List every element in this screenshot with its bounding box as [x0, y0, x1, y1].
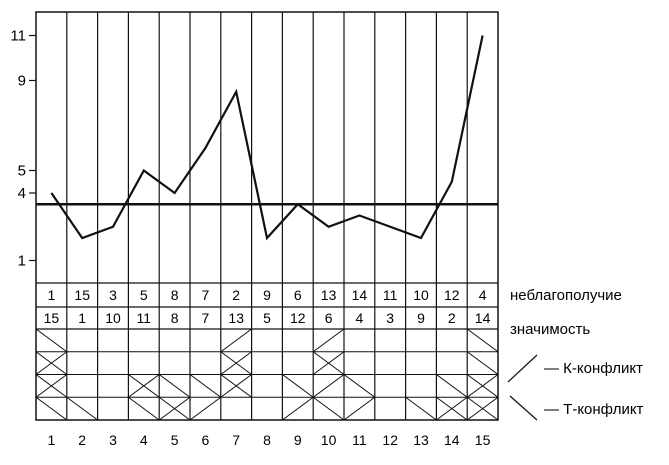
- y-tick-label: 11: [10, 28, 26, 45]
- k-conflict-mark: [312, 374, 345, 398]
- t-conflict-mark: [220, 374, 252, 398]
- table-cell: 7: [202, 310, 210, 326]
- x-tick-label: 12: [382, 432, 398, 448]
- x-tick-label: 10: [321, 432, 337, 448]
- table-cell: 9: [417, 310, 425, 326]
- t-conflict-mark: [312, 396, 345, 421]
- row-label: значимость: [510, 321, 590, 338]
- x-tick-label: 15: [475, 432, 491, 448]
- k-conflict-mark: [220, 351, 252, 375]
- t-conflict-mark: [35, 328, 68, 353]
- t-conflict-mark: [436, 396, 468, 421]
- table-cell: 11: [383, 287, 398, 303]
- k-conflict-mark: [220, 328, 252, 353]
- table-cell: 5: [140, 287, 148, 303]
- table-cell: 9: [263, 287, 271, 303]
- table-cell: 4: [356, 310, 364, 326]
- y-tick-label: 4: [18, 185, 26, 202]
- k-conflict-legend-mark: [507, 354, 538, 383]
- y-axis: 1 4 5 9 11: [10, 28, 36, 270]
- table-cell: 11: [137, 310, 152, 326]
- table-cell: 5: [263, 310, 271, 326]
- table-cell: 10: [413, 287, 429, 303]
- t-conflict-mark: [158, 396, 191, 421]
- x-tick-label: 7: [232, 432, 240, 448]
- k-conflict-mark: [189, 396, 222, 421]
- table-cell: 15: [44, 310, 60, 326]
- table-cell: 8: [171, 287, 179, 303]
- k-conflict-label: — К-конфликт: [544, 360, 643, 377]
- table-cell: 13: [321, 287, 337, 303]
- conflict-marks: [35, 328, 499, 421]
- x-tick-label: 3: [109, 432, 117, 448]
- t-conflict-mark: [466, 396, 499, 421]
- x-tick-label: 5: [171, 432, 179, 448]
- k-conflict-mark: [312, 328, 345, 353]
- y-tick-label: 5: [18, 163, 26, 180]
- t-conflict-mark: [35, 374, 68, 398]
- t-conflict-mark: [35, 351, 68, 375]
- legend: — К-конфликт — Т-конфликт: [507, 354, 644, 421]
- table-cell: 2: [448, 310, 456, 326]
- table-cell: 14: [475, 310, 491, 326]
- y-tick-label: 9: [18, 73, 26, 90]
- table-cell: 13: [228, 310, 244, 326]
- table-cell: 10: [105, 310, 121, 326]
- table-cell: 8: [171, 310, 179, 326]
- grid: [35, 11, 499, 421]
- t-conflict-legend-mark: [509, 395, 538, 421]
- x-axis-labels: 1 2 3 4 5 6 7 8 9 10 11 12 13 14 15: [48, 432, 491, 448]
- t-conflict-mark: [343, 374, 376, 398]
- table-cell: 3: [386, 310, 394, 326]
- table-cell: 1: [48, 287, 56, 303]
- t-conflict-mark: [436, 374, 468, 398]
- t-conflict-mark: [35, 396, 68, 421]
- table-cell: 15: [74, 287, 90, 303]
- t-conflict-mark: [466, 328, 499, 353]
- t-conflict-mark: [66, 396, 98, 421]
- x-tick-label: 1: [48, 432, 56, 448]
- t-conflict-mark: [189, 374, 222, 398]
- x-tick-label: 9: [294, 432, 302, 448]
- x-tick-label: 8: [263, 432, 271, 448]
- x-tick-label: 13: [413, 432, 429, 448]
- table-cell: 12: [444, 287, 460, 303]
- grid-frame: [35, 11, 499, 421]
- t-conflict-mark: [128, 374, 160, 398]
- x-tick-label: 11: [352, 432, 367, 448]
- table-cell: 6: [294, 287, 302, 303]
- x-tick-label: 6: [202, 432, 210, 448]
- table-cell: 4: [479, 287, 487, 303]
- row-label: неблагополучие: [510, 287, 622, 304]
- table-cell: 14: [352, 287, 368, 303]
- t-conflict-label: — Т-конфликт: [544, 401, 644, 418]
- t-conflict-mark: [466, 351, 499, 375]
- table-cell: 1: [78, 310, 86, 326]
- t-conflict-mark: [282, 374, 314, 398]
- t-conflict-mark: [158, 374, 191, 398]
- y-tick-label: 1: [18, 253, 26, 270]
- x-tick-label: 4: [140, 432, 148, 448]
- t-conflict-mark: [312, 351, 345, 375]
- x-tick-label: 2: [78, 432, 86, 448]
- table-cell: 3: [109, 287, 117, 303]
- table-cell: 6: [325, 310, 333, 326]
- t-conflict-mark: [128, 396, 160, 421]
- series-line: [50, 35, 484, 241]
- table-cell: 12: [290, 310, 306, 326]
- t-conflict-mark: [405, 396, 437, 421]
- k-conflict-mark: [343, 396, 376, 421]
- series: [50, 35, 484, 241]
- k-conflict-mark: [282, 396, 314, 421]
- k-conflict-mark: [466, 374, 499, 398]
- table-cell: 2: [232, 287, 240, 303]
- table-cell: 7: [202, 287, 210, 303]
- x-tick-label: 14: [444, 432, 460, 448]
